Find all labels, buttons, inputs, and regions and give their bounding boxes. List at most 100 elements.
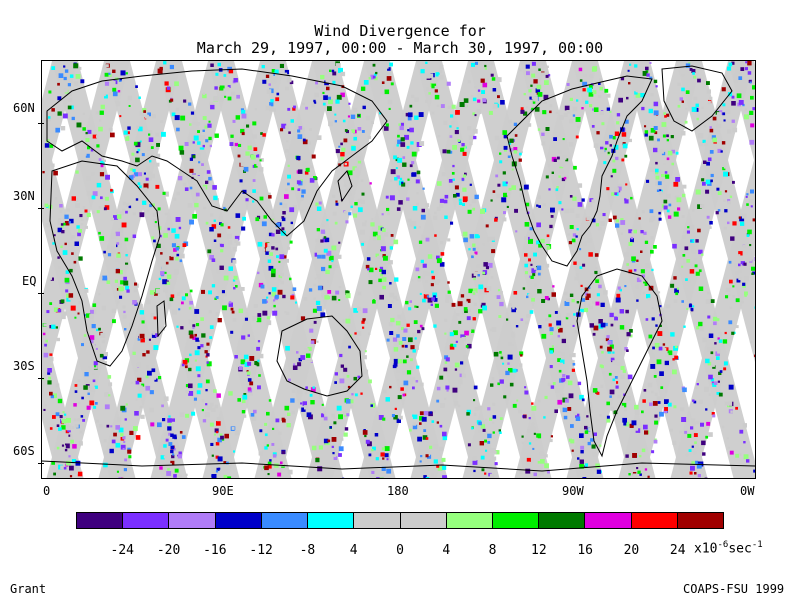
divergence-speckle bbox=[477, 89, 481, 92]
divergence-speckle bbox=[712, 414, 716, 418]
divergence-speckle bbox=[360, 179, 364, 182]
divergence-speckle bbox=[553, 137, 557, 141]
divergence-speckle bbox=[544, 395, 548, 399]
divergence-speckle bbox=[374, 279, 378, 283]
divergence-speckle bbox=[537, 272, 541, 276]
divergence-speckle bbox=[362, 326, 365, 329]
divergence-speckle bbox=[139, 142, 143, 147]
divergence-speckle bbox=[73, 260, 77, 264]
divergence-speckle bbox=[433, 444, 438, 449]
divergence-speckle bbox=[287, 469, 293, 475]
divergence-speckle bbox=[207, 123, 212, 128]
divergence-speckle bbox=[641, 464, 645, 468]
divergence-speckle bbox=[250, 154, 256, 160]
divergence-speckle bbox=[558, 369, 562, 373]
divergence-speckle bbox=[85, 313, 91, 318]
divergence-speckle bbox=[207, 405, 212, 411]
divergence-speckle bbox=[595, 463, 600, 468]
divergence-speckle bbox=[660, 177, 666, 182]
divergence-speckle bbox=[445, 357, 450, 362]
divergence-speckle bbox=[102, 361, 107, 366]
divergence-speckle bbox=[57, 398, 63, 404]
divergence-speckle bbox=[419, 422, 422, 425]
divergence-speckle bbox=[194, 350, 200, 356]
divergence-speckle bbox=[270, 99, 274, 103]
divergence-speckle bbox=[257, 158, 261, 162]
divergence-speckle bbox=[310, 387, 316, 392]
divergence-speckle bbox=[619, 309, 624, 314]
divergence-speckle bbox=[436, 386, 441, 391]
divergence-speckle bbox=[682, 184, 687, 189]
divergence-speckle bbox=[604, 88, 609, 93]
divergence-speckle bbox=[280, 272, 284, 277]
divergence-speckle bbox=[99, 353, 104, 358]
divergence-speckle bbox=[434, 303, 439, 308]
divergence-speckle bbox=[456, 127, 459, 130]
divergence-speckle bbox=[374, 76, 378, 81]
divergence-speckle bbox=[617, 394, 622, 399]
divergence-speckle bbox=[382, 457, 385, 460]
divergence-speckle bbox=[662, 343, 666, 346]
divergence-speckle bbox=[221, 290, 225, 294]
divergence-speckle bbox=[722, 425, 725, 429]
divergence-speckle bbox=[133, 426, 138, 431]
divergence-speckle bbox=[480, 78, 485, 83]
divergence-speckle bbox=[304, 405, 309, 410]
divergence-speckle bbox=[91, 195, 96, 200]
divergence-speckle bbox=[133, 288, 138, 293]
divergence-speckle bbox=[505, 384, 509, 388]
divergence-speckle bbox=[600, 384, 604, 388]
divergence-speckle bbox=[257, 359, 260, 362]
divergence-speckle bbox=[399, 125, 404, 131]
divergence-speckle bbox=[338, 414, 343, 420]
divergence-speckle bbox=[62, 411, 65, 414]
divergence-speckle bbox=[162, 418, 166, 422]
divergence-speckle bbox=[449, 345, 455, 350]
divergence-speckle bbox=[247, 361, 252, 366]
divergence-speckle bbox=[549, 224, 553, 229]
color-swatch-1 bbox=[123, 513, 170, 528]
divergence-speckle bbox=[521, 456, 525, 461]
divergence-speckle bbox=[564, 105, 570, 111]
divergence-speckle bbox=[292, 287, 297, 291]
divergence-speckle bbox=[657, 181, 662, 186]
divergence-speckle bbox=[170, 449, 174, 454]
divergence-speckle bbox=[217, 233, 222, 238]
divergence-speckle bbox=[515, 230, 518, 233]
divergence-speckle bbox=[731, 95, 735, 99]
divergence-speckle bbox=[742, 103, 745, 107]
divergence-speckle bbox=[247, 140, 252, 146]
divergence-speckle bbox=[316, 306, 322, 311]
divergence-speckle bbox=[568, 393, 574, 399]
divergence-speckle bbox=[249, 381, 254, 386]
divergence-speckle bbox=[598, 319, 603, 324]
divergence-speckle bbox=[559, 115, 564, 120]
divergence-speckle bbox=[717, 148, 722, 153]
divergence-speckle bbox=[717, 209, 721, 212]
divergence-speckle bbox=[189, 289, 193, 293]
divergence-speckle bbox=[708, 374, 713, 380]
divergence-speckle bbox=[223, 441, 227, 445]
divergence-speckle bbox=[200, 344, 204, 348]
divergence-speckle bbox=[260, 158, 264, 162]
divergence-speckle bbox=[73, 403, 77, 407]
divergence-speckle bbox=[484, 67, 487, 70]
divergence-speckle bbox=[85, 153, 90, 158]
divergence-speckle bbox=[386, 70, 392, 75]
divergence-speckle bbox=[588, 252, 593, 257]
divergence-speckle bbox=[458, 337, 464, 343]
divergence-speckle bbox=[577, 321, 581, 325]
divergence-speckle bbox=[735, 406, 738, 410]
divergence-speckle bbox=[214, 133, 219, 138]
divergence-speckle bbox=[649, 209, 654, 214]
divergence-speckle bbox=[181, 435, 186, 439]
divergence-speckle bbox=[210, 442, 214, 446]
divergence-speckle bbox=[282, 211, 286, 215]
divergence-speckle bbox=[462, 151, 467, 156]
divergence-speckle bbox=[199, 147, 202, 150]
divergence-speckle bbox=[68, 296, 72, 301]
divergence-speckle bbox=[634, 239, 638, 244]
divergence-speckle bbox=[400, 122, 404, 126]
divergence-speckle bbox=[716, 391, 721, 395]
divergence-speckle bbox=[545, 263, 550, 268]
